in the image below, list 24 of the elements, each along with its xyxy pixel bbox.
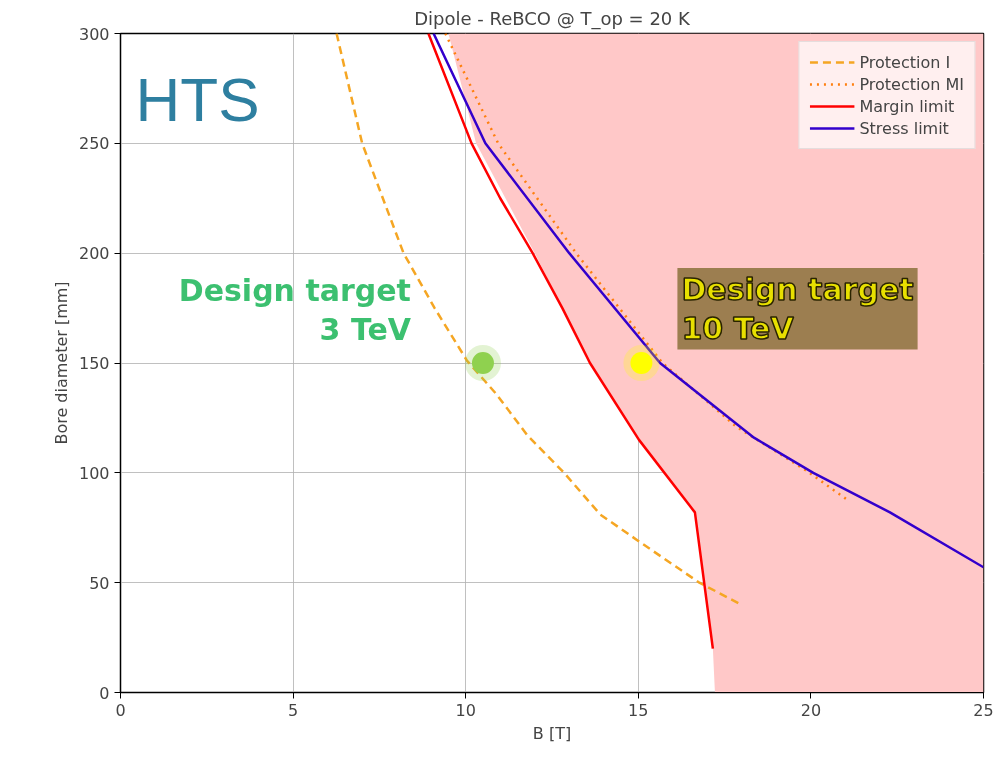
annotation: HTS xyxy=(135,64,260,134)
y-tick-label: 150 xyxy=(78,354,110,373)
y-tick-label: 100 xyxy=(78,463,110,483)
line-series xyxy=(432,33,984,569)
x-axis-title: B [T] xyxy=(532,723,572,743)
y-tick-label: 300 xyxy=(78,24,110,44)
x-tick-label: 15 xyxy=(628,700,649,720)
chart-title: Dipole - ReBCO @ T_op = 20 K xyxy=(414,7,692,30)
y-tick-label: 0 xyxy=(99,683,110,703)
y-tick-label: 50 xyxy=(89,573,110,593)
y-axis-title: Bore diameter [mm] xyxy=(51,281,71,445)
x-tick-label: 0 xyxy=(115,700,126,720)
annotation: Design target 3 TeV xyxy=(178,273,412,347)
x-tick-label: 20 xyxy=(800,700,822,720)
legend-label: Stress limit xyxy=(859,118,949,138)
x-tick-label: 10 xyxy=(455,700,476,720)
annotation: Design target 10 TeV xyxy=(681,272,914,346)
legend-label: Margin limit xyxy=(859,96,955,116)
y-tick-label: 200 xyxy=(78,244,110,264)
x-tick-label: 5 xyxy=(288,700,299,720)
legend-label: Protection MI xyxy=(859,74,964,94)
y-tick-label: 250 xyxy=(78,134,110,154)
legend-label: Protection I xyxy=(859,52,951,72)
x-tick-label: 25 xyxy=(973,700,994,720)
